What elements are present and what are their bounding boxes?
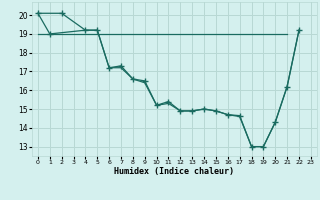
- X-axis label: Humidex (Indice chaleur): Humidex (Indice chaleur): [115, 167, 234, 176]
